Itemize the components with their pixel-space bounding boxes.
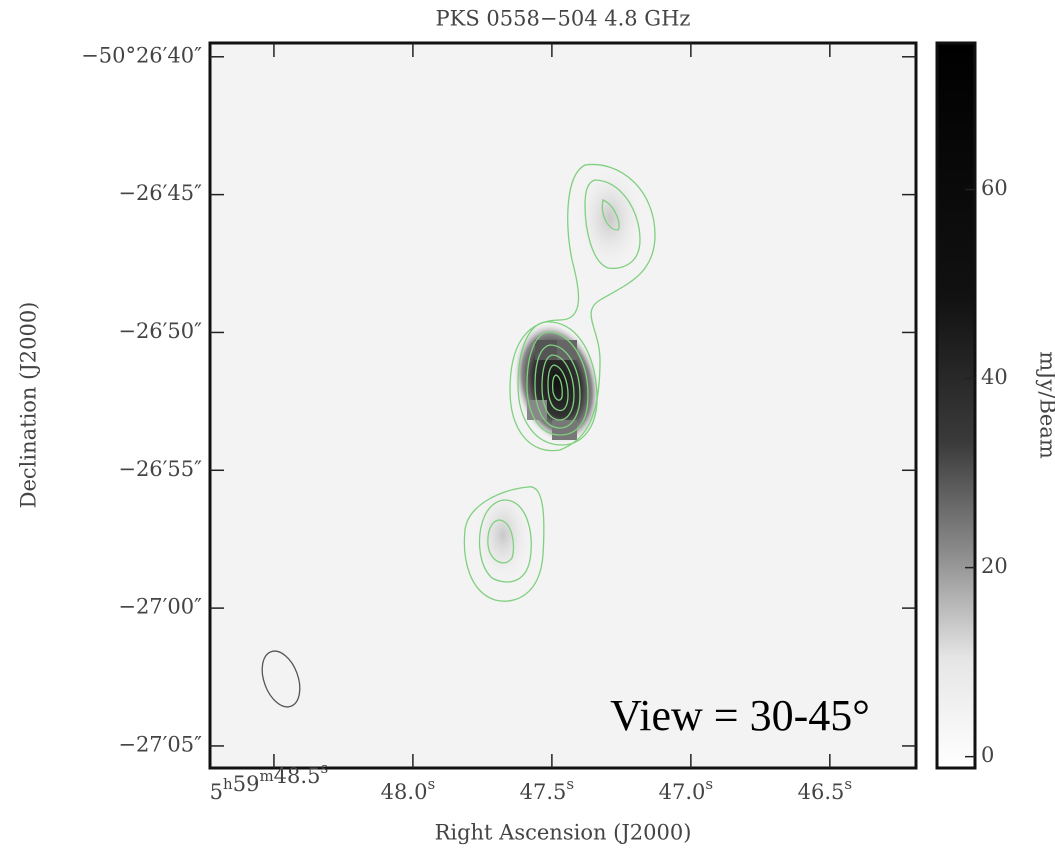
- contours: [463, 163, 656, 602]
- y-tick-label: −27′05″: [118, 732, 202, 756]
- x-tick-label: 47.5s: [520, 775, 575, 804]
- plot-frame: [208, 41, 918, 770]
- annotation: View = 30-45°: [610, 691, 870, 740]
- x-tick-label: 47.0s: [659, 775, 714, 804]
- colorbar-tick-label: 0: [981, 743, 994, 767]
- colorbar-tick-label: 60: [981, 176, 1008, 200]
- y-tick-label: −27′00″: [118, 595, 202, 619]
- chart-title: PKS 0558−504 4.8 GHz: [436, 7, 691, 31]
- colorbar-tick-label: 40: [981, 365, 1008, 389]
- x-axis-label: Right Ascension (J2000): [435, 821, 692, 845]
- y-axis-label: Declination (J2000): [17, 302, 41, 509]
- x-tick-label: 48.0s: [381, 775, 436, 804]
- x-tick-label: 46.5s: [798, 775, 853, 804]
- y-tick-label: −50°26′40″: [81, 43, 202, 67]
- y-tick-label: −26′45″: [118, 181, 202, 205]
- beam: [261, 650, 301, 708]
- image: [210, 43, 916, 768]
- y-tick-label: −26′50″: [118, 319, 202, 343]
- y-tick-label: −26′55″: [118, 457, 202, 481]
- colorbar-tick-label: 20: [981, 554, 1008, 578]
- x-tick-label: 5h59m48.5s: [210, 759, 329, 804]
- colorbar-frame: [935, 41, 977, 770]
- colorbar: [937, 43, 975, 768]
- colorbar-label: mJy/Beam: [1036, 351, 1055, 459]
